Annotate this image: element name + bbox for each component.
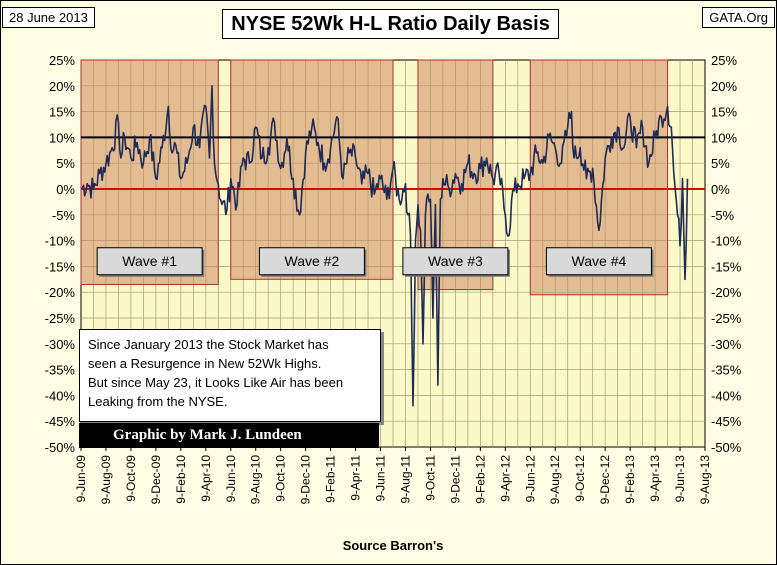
y-tick-label-left: -20% <box>45 285 76 300</box>
x-tick-label: 9-Jun-13 <box>673 455 687 503</box>
y-tick-label-right: 0% <box>711 182 730 197</box>
wave-label-box <box>545 247 652 276</box>
wave-label: Wave #2 <box>285 253 340 269</box>
y-tick-label-left: -25% <box>45 311 76 326</box>
x-tick-label: 9-Oct-10 <box>274 455 288 502</box>
x-tick-label: 9-Apr-11 <box>349 455 363 501</box>
y-tick-label-left: 10% <box>49 130 75 145</box>
y-tick-label-left: -5% <box>52 208 76 223</box>
x-tick-label: 9-Feb-10 <box>174 455 188 504</box>
y-tick-label-left: -15% <box>45 259 76 274</box>
x-tick-label: 9-Apr-10 <box>199 455 213 502</box>
note-line: But since May 23, it Looks Like Air has … <box>88 375 344 390</box>
y-tick-label-left: -50% <box>45 440 76 455</box>
y-tick-label-left: -45% <box>45 414 76 429</box>
annotation-note: Since January 2013 the Stock Market has … <box>79 329 381 422</box>
y-tick-label-left: 15% <box>49 105 75 120</box>
note-line: Since January 2013 the Stock Market has <box>88 337 329 352</box>
y-tick-label-right: -20% <box>711 285 742 300</box>
y-tick-label-right: 5% <box>711 156 730 171</box>
y-tick-label-right: 20% <box>711 79 737 94</box>
x-tick-label: 9-Aug-13 <box>698 455 712 505</box>
y-tick-label-right: 25% <box>711 53 737 68</box>
note-line: Leaking from the NYSE. <box>88 394 228 409</box>
y-tick-label-left: -40% <box>45 388 76 403</box>
x-tick-label: 9-Jun-12 <box>523 455 537 503</box>
x-tick-label: 9-Dec-12 <box>598 455 612 505</box>
y-tick-label-left: -10% <box>45 234 76 249</box>
credit-banner: Graphic by Mark J. Lundeen <box>79 423 379 448</box>
y-tick-label-left: -35% <box>45 363 76 378</box>
y-tick-label-left: 0% <box>56 182 75 197</box>
x-tick-label: 9-Dec-11 <box>448 455 462 504</box>
y-tick-label-right: -35% <box>711 363 742 378</box>
x-tick-label: 9-Feb-11 <box>324 455 338 503</box>
x-tick-label: 9-Dec-09 <box>149 455 163 505</box>
y-tick-label-left: 20% <box>49 79 75 94</box>
y-tick-label-right: 15% <box>711 105 737 120</box>
y-tick-label-right: -5% <box>711 208 735 223</box>
x-tick-label: 9-Aug-12 <box>548 455 562 505</box>
wave-region <box>80 59 219 285</box>
wave-label: Wave #1 <box>122 253 177 269</box>
series-line <box>80 85 689 407</box>
y-tick-label-left: -30% <box>45 337 76 352</box>
y-tick-label-right: -10% <box>711 234 742 249</box>
chart-title: NYSE 52Wk H-L Ratio Daily Basis <box>222 9 559 39</box>
x-tick-label: 9-Jun-10 <box>224 455 238 503</box>
x-tick-label: 9-Apr-13 <box>648 455 662 502</box>
date-label: 28 June 2013 <box>2 7 95 28</box>
x-tick-label: 9-Feb-12 <box>473 455 487 504</box>
x-axis-label: Source Barron's <box>343 538 444 553</box>
y-tick-label-left: 25% <box>49 53 75 68</box>
y-tick-label-right: -30% <box>711 337 742 352</box>
wave-label-box <box>258 247 365 276</box>
wave-label-box <box>402 247 509 276</box>
x-tick-label: 9-Jun-09 <box>74 455 88 503</box>
x-tick-label: 9-Oct-11 <box>423 455 437 501</box>
x-tick-label: 9-Aug-10 <box>249 455 263 505</box>
note-line: seen a Resurgence in New 52Wk Highs. <box>88 356 322 371</box>
wave-label: Wave #4 <box>572 253 627 269</box>
x-tick-label: 9-Aug-11 <box>398 455 412 504</box>
wave-label-box <box>96 247 203 276</box>
x-tick-label: 9-Dec-10 <box>299 455 313 505</box>
x-tick-label: 9-Oct-09 <box>124 455 138 502</box>
wave-label: Wave #3 <box>428 253 483 269</box>
y-tick-label-right: -25% <box>711 311 742 326</box>
y-tick-label-right: 10% <box>711 130 737 145</box>
y-tick-label-left: 5% <box>56 156 75 171</box>
y-tick-label-right: -40% <box>711 388 742 403</box>
x-tick-label: 9-Feb-13 <box>623 455 637 504</box>
x-tick-label: 9-Oct-12 <box>573 455 587 502</box>
y-tick-label-right: -15% <box>711 259 742 274</box>
x-tick-label: 9-Aug-09 <box>99 455 113 505</box>
x-tick-label: 9-Jun-11 <box>374 455 388 502</box>
site-label: GATA.Org <box>702 7 775 28</box>
y-tick-label-right: -45% <box>711 414 742 429</box>
y-tick-label-right: -50% <box>711 440 742 455</box>
x-tick-label: 9-Apr-12 <box>498 455 512 502</box>
